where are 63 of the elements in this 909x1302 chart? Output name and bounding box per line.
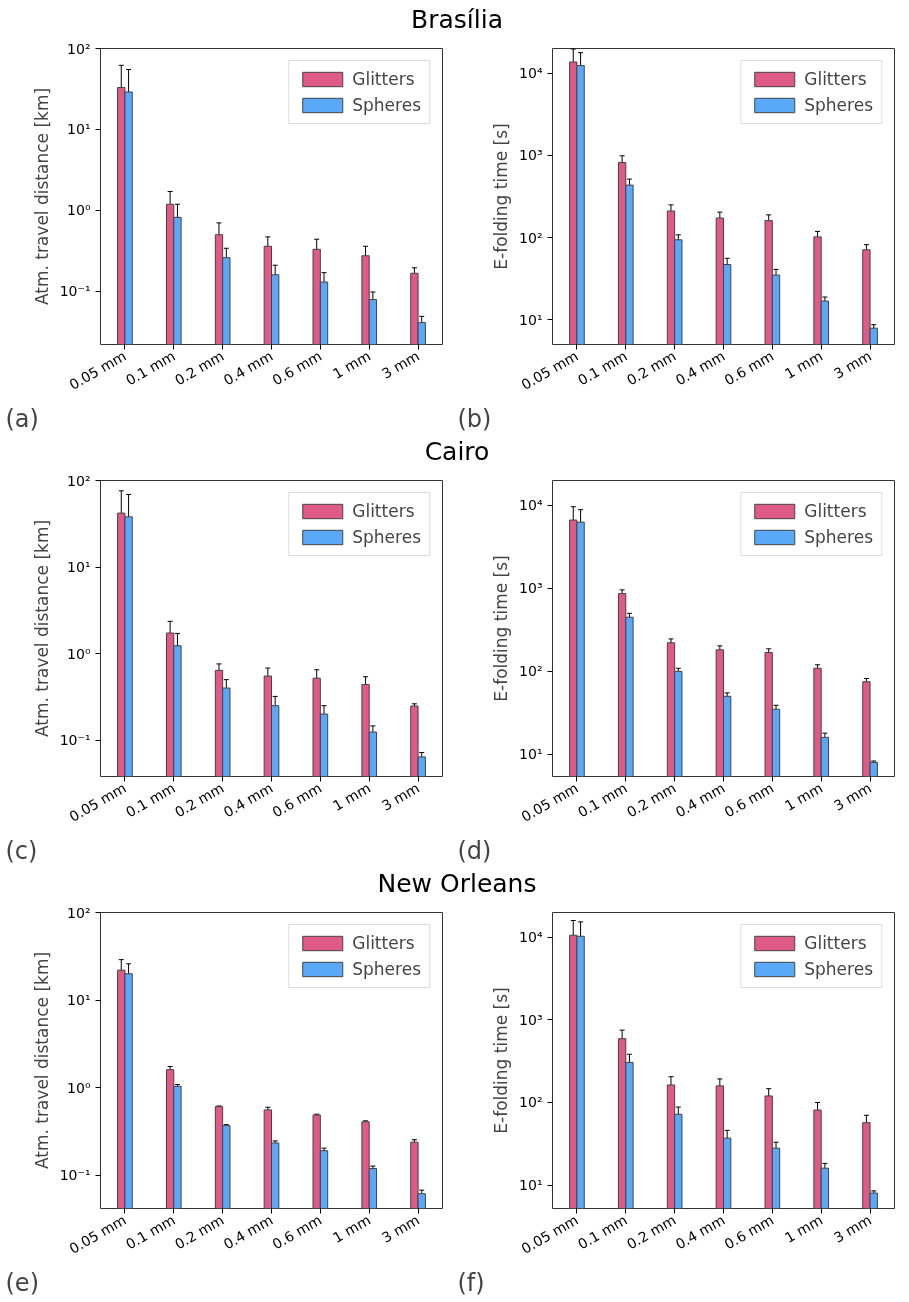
- y-tick-label: 10⁻¹: [59, 283, 91, 300]
- x-tick-label: 1 mm: [782, 779, 826, 814]
- y-axis-title: Atm. travel distance [km]: [31, 519, 52, 738]
- text: (f): [457, 1268, 485, 1297]
- legend-label: Spheres: [352, 95, 421, 115]
- y-tick-label: 10⁴: [519, 65, 543, 82]
- y-tick-label: 10⁴: [519, 929, 543, 946]
- text: (d): [457, 836, 492, 865]
- x-tick-label: 3 mm: [378, 1211, 423, 1246]
- legend-label: Glitters: [352, 501, 415, 521]
- legend-label: Glitters: [352, 69, 415, 89]
- y-axis-title: E-folding time [s]: [491, 987, 512, 1134]
- y-tick-label: 10⁰: [67, 645, 91, 662]
- text: (a): [5, 404, 39, 433]
- y-tick-label: 10¹: [519, 1177, 543, 1194]
- y-tick-label: 10²: [519, 1094, 543, 1111]
- x-tick-label: 1 mm: [330, 347, 374, 382]
- legend-label: Spheres: [352, 959, 421, 979]
- text: (b): [457, 404, 492, 433]
- legend-label: Spheres: [804, 527, 873, 547]
- y-tick-label: 10²: [67, 40, 91, 57]
- legend-label: Glitters: [804, 69, 867, 89]
- text: (e): [5, 1268, 39, 1297]
- y-tick-label: 10⁰: [67, 202, 91, 219]
- y-axis-title: E-folding time [s]: [491, 555, 512, 702]
- x-tick-label: 3 mm: [830, 347, 875, 382]
- legend-label: Glitters: [804, 933, 867, 953]
- y-tick-label: 10¹: [67, 121, 91, 138]
- legend-label: Spheres: [804, 959, 873, 979]
- text: (c): [5, 836, 38, 865]
- y-axis-title: E-folding time [s]: [491, 123, 512, 270]
- y-tick-label: 10²: [519, 663, 543, 680]
- x-tick-label: 3 mm: [378, 779, 423, 814]
- legend-label: Spheres: [352, 527, 421, 547]
- x-tick-label: 3 mm: [830, 779, 875, 814]
- chart-title: Brasília: [411, 5, 503, 35]
- legend-label: Spheres: [804, 95, 873, 115]
- y-axis-title: Atm. travel distance [km]: [31, 87, 52, 306]
- legend-label: Glitters: [352, 933, 415, 953]
- y-tick-label: 10⁰: [67, 1079, 91, 1096]
- x-tick-label: 1 mm: [330, 779, 374, 814]
- y-tick-label: 10¹: [519, 746, 543, 763]
- x-tick-label: 1 mm: [330, 1211, 374, 1246]
- x-tick-label: 3 mm: [830, 1211, 875, 1246]
- y-tick-label: 10³: [519, 147, 543, 164]
- x-tick-label: 3 mm: [378, 347, 423, 382]
- y-tick-label: 10⁴: [519, 497, 543, 514]
- y-tick-label: 10⁻¹: [59, 732, 91, 749]
- y-tick-label: 10¹: [67, 559, 91, 576]
- y-tick-label: 10²: [67, 904, 91, 921]
- y-tick-label: 10¹: [67, 992, 91, 1009]
- y-tick-label: 10³: [519, 580, 543, 597]
- chart-title: New Orleans: [377, 869, 537, 899]
- x-tick-label: 1 mm: [782, 347, 826, 382]
- y-axis-title: Atm. travel distance [km]: [31, 951, 52, 1170]
- y-tick-label: 10²: [519, 229, 543, 246]
- y-tick-label: 10³: [519, 1011, 543, 1028]
- y-tick-label: 10²: [67, 472, 91, 489]
- legend-label: Glitters: [804, 501, 867, 521]
- y-tick-label: 10¹: [519, 311, 543, 328]
- x-tick-label: 1 mm: [782, 1211, 826, 1246]
- y-tick-label: 10⁻¹: [59, 1167, 91, 1184]
- chart-title: Cairo: [424, 437, 490, 467]
